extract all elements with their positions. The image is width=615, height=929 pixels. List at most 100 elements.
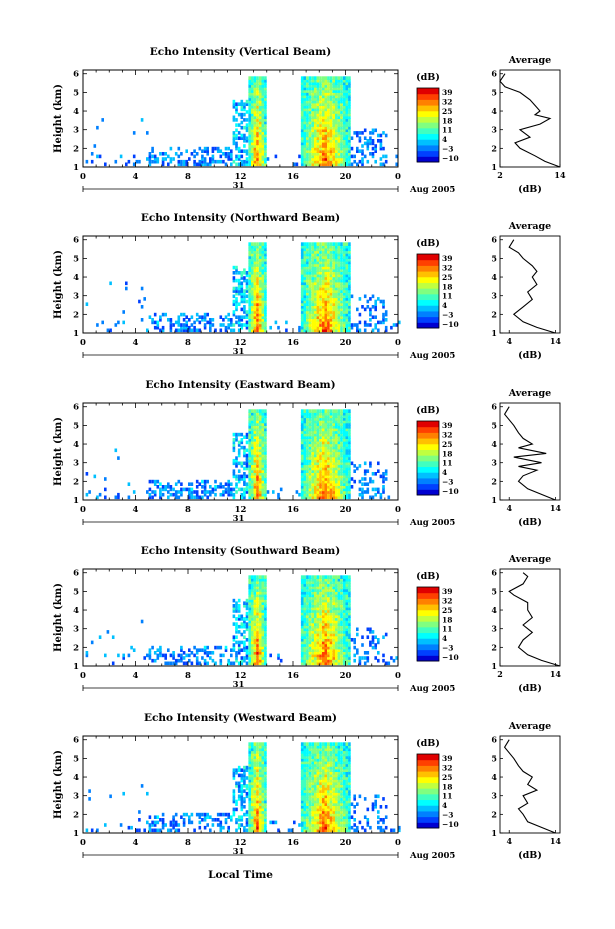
echo-cell [306, 94, 309, 99]
echo-cell [332, 588, 335, 592]
echo-cell [337, 477, 341, 481]
echo-cell [211, 157, 215, 161]
echo-cell [319, 281, 322, 286]
echo-cell [340, 661, 343, 666]
echo-cell [345, 464, 349, 468]
echo-cell [261, 656, 265, 660]
echo-cell [303, 419, 307, 424]
echo-cell [306, 307, 309, 312]
echo-cell [324, 320, 328, 325]
colorbar-swatch [417, 313, 439, 318]
echo-cell [361, 487, 364, 492]
echo-cell [306, 294, 309, 299]
echo-cell [319, 291, 322, 296]
echo-cell [321, 92, 325, 96]
echo-cell [329, 299, 333, 304]
echo-cell [251, 123, 254, 127]
echo-cell [303, 461, 307, 466]
echo-cell [258, 661, 262, 666]
echo-cell [306, 242, 309, 246]
echo-cell [251, 609, 254, 613]
echo-cell [311, 312, 314, 317]
echo-cell [235, 490, 238, 494]
colorbar-swatch [417, 273, 439, 278]
echo-cell [321, 84, 325, 88]
echo-cell [327, 312, 330, 317]
colorbar-swatch [417, 477, 439, 482]
echo-cell [327, 591, 330, 595]
echo-cell [235, 438, 238, 442]
echo-cell [251, 487, 254, 492]
echo-cell [237, 271, 241, 275]
echo-cell [342, 611, 346, 616]
echo-cell [303, 661, 307, 666]
echo-cell [235, 627, 238, 632]
colorbar-swatch [417, 423, 439, 428]
echo-cell [303, 624, 307, 629]
echo-cell [316, 580, 320, 585]
echo-cell [253, 638, 257, 642]
echo-cell [230, 492, 233, 497]
echo-cell [335, 427, 338, 432]
average-frame [499, 402, 561, 501]
echo-cell [363, 661, 367, 666]
echo-cell [324, 305, 328, 309]
echo-cell [245, 466, 249, 471]
echo-cell [253, 131, 257, 135]
echo-cell [308, 289, 312, 293]
echo-cell [258, 312, 262, 317]
echo-cell [345, 131, 349, 135]
echo-cell [261, 643, 265, 647]
echo-cell [335, 609, 338, 613]
echo-cell [256, 328, 259, 333]
echo-cell [324, 466, 328, 471]
echo-cell [314, 107, 317, 112]
echo-cell [342, 651, 346, 655]
echo-cell [188, 318, 191, 322]
echo-cell [258, 417, 262, 421]
echo-cell [300, 323, 304, 327]
echo-cell [379, 139, 383, 143]
echo-cell [324, 110, 328, 114]
echo-cell [230, 661, 233, 666]
echo-cell [209, 325, 212, 330]
echo-cell [237, 318, 241, 322]
echo-cell [219, 485, 223, 489]
echo-cell [314, 291, 317, 296]
echo-cell [206, 312, 209, 317]
echo-cell [316, 601, 320, 605]
echo-cell [321, 583, 325, 587]
echo-cell [248, 474, 251, 479]
echo-cell [340, 614, 343, 619]
echo-cell [261, 409, 265, 413]
echo-cell [314, 492, 317, 497]
echo-cell [300, 118, 304, 122]
echo-cell [261, 435, 265, 439]
echo-cell [319, 583, 322, 587]
echo-cell [321, 162, 325, 167]
echo-cell [321, 490, 325, 494]
echo-cell [314, 105, 317, 109]
echo-cell [306, 614, 309, 619]
echo-cell [314, 281, 317, 286]
echo-cell [314, 152, 317, 156]
echo-cell [314, 411, 317, 416]
echo-cell [316, 596, 320, 600]
echo-cell [245, 485, 249, 489]
echo-cell [314, 609, 317, 613]
echo-cell [324, 627, 328, 632]
echo-cell [306, 107, 309, 112]
echo-cell [300, 422, 304, 426]
echo-cell [348, 263, 351, 267]
echo-cell [324, 477, 328, 481]
echo-cell [345, 630, 349, 634]
echo-cell [258, 591, 262, 595]
echo-cell [337, 315, 341, 319]
echo-cell [185, 328, 188, 333]
echo-cell [206, 651, 209, 655]
echo-cell [324, 144, 328, 148]
echo-cell [235, 606, 238, 611]
echo-cell [308, 482, 312, 486]
echo-cell [337, 325, 341, 330]
echo-cell [235, 485, 238, 489]
